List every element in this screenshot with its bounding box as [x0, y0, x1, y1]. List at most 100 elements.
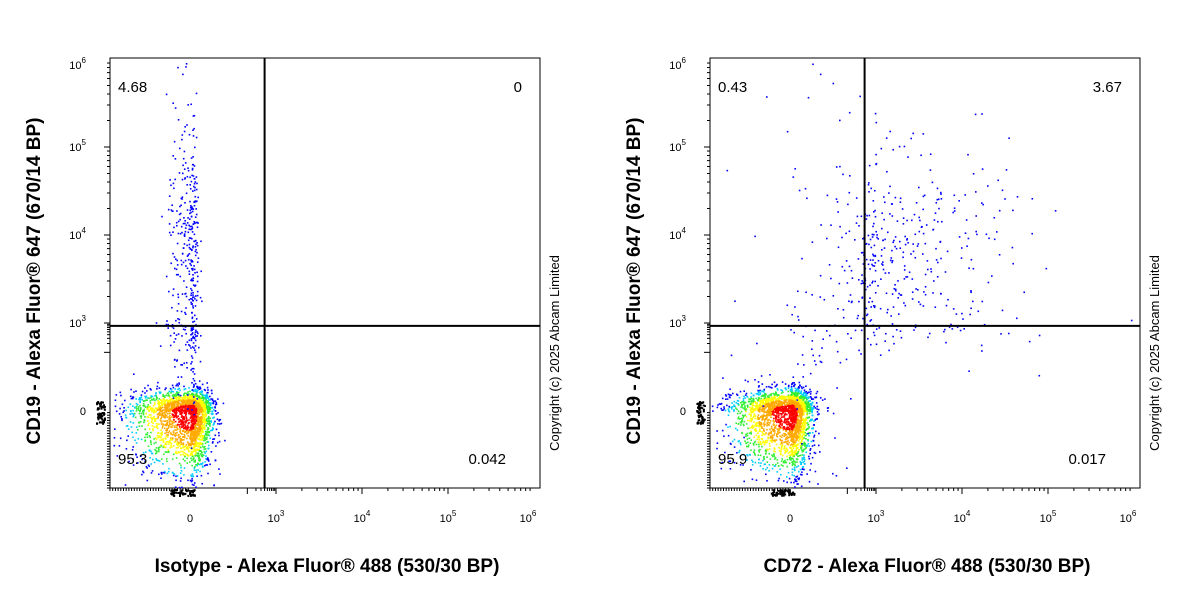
event-dot [800, 399, 803, 401]
event-dot [809, 449, 811, 451]
event-dot [179, 438, 182, 440]
event-dot [188, 224, 190, 227]
event-dot [780, 410, 782, 412]
event-dot [146, 436, 149, 438]
event-dot [151, 419, 154, 421]
event-dot [196, 251, 198, 254]
event-dot [141, 398, 143, 401]
event-dot [149, 400, 152, 402]
event-dot [774, 411, 777, 414]
event-dot [181, 414, 183, 417]
event-dot [189, 200, 191, 203]
event-dot [123, 407, 125, 409]
event-dot [161, 412, 164, 414]
event-dot [125, 409, 127, 412]
event-dot [198, 388, 201, 390]
event-dot [152, 398, 155, 401]
event-dot [818, 413, 820, 415]
event-dot [195, 393, 198, 395]
event-dot [727, 409, 730, 412]
event-dot [187, 426, 190, 428]
axis-event [173, 494, 175, 497]
event-dot [150, 409, 153, 411]
event-dot [800, 463, 802, 465]
event-dot [760, 423, 763, 426]
event-dot [202, 415, 205, 418]
event-dot [194, 345, 197, 347]
event-dot [795, 480, 798, 483]
event-dot [191, 210, 194, 213]
event-dot [200, 410, 202, 413]
event-dot [770, 439, 772, 441]
event-dot [747, 380, 749, 383]
event-dot [795, 476, 797, 478]
event-dot [145, 433, 147, 436]
event-dot [800, 422, 802, 425]
event-dot [134, 412, 136, 415]
event-dot [733, 400, 736, 403]
event-dot [190, 411, 193, 414]
event-dot [195, 389, 197, 391]
axis-event [187, 494, 190, 497]
event-dot [179, 218, 181, 221]
event-dot [174, 486, 177, 488]
event-dot [773, 440, 776, 442]
event-dot [175, 408, 178, 410]
event-dot [164, 411, 166, 413]
event-dot [210, 407, 213, 409]
event-dot [196, 405, 199, 407]
event-dot [214, 420, 216, 423]
event-dot [154, 448, 156, 451]
event-dot [786, 481, 788, 484]
event-dot [168, 400, 170, 402]
event-dot [762, 468, 764, 470]
event-dot [797, 418, 799, 420]
event-dot [168, 395, 171, 397]
event-dot [179, 275, 182, 278]
event-dot [742, 416, 744, 419]
event-dot [196, 402, 199, 404]
event-dot [178, 442, 180, 444]
event-dot [780, 460, 783, 462]
event-dot [204, 396, 207, 399]
event-dot [184, 410, 187, 412]
event-dot [778, 477, 780, 480]
event-dot [197, 429, 199, 432]
event-dot [195, 471, 198, 473]
event-dot [758, 443, 760, 446]
event-dot [801, 454, 804, 456]
event-dot [182, 429, 185, 432]
event-dot [193, 320, 196, 323]
event-dot [197, 275, 199, 278]
event-dot [194, 284, 197, 287]
event-dot [182, 416, 184, 418]
event-dot [185, 307, 187, 309]
event-dot [755, 434, 758, 437]
event-dot [768, 418, 770, 421]
event-dot [192, 342, 195, 344]
event-dot [174, 396, 176, 399]
event-dot [774, 385, 777, 388]
event-dot [798, 389, 800, 392]
event-dot [721, 461, 724, 464]
event-dot [178, 321, 180, 324]
event-dot [172, 403, 175, 406]
event-dot [158, 460, 161, 462]
event-dot [189, 206, 192, 209]
event-dot [170, 438, 172, 441]
event-dot [174, 366, 176, 368]
event-dot [186, 446, 189, 448]
event-dot [757, 381, 760, 383]
event-dot [207, 405, 210, 407]
event-dot [184, 329, 186, 331]
event-dot [814, 452, 817, 455]
event-dot [765, 439, 767, 442]
event-dot [192, 245, 194, 247]
event-dot [149, 408, 152, 410]
event-dot [730, 443, 732, 445]
event-dot [198, 463, 201, 466]
event-dot [769, 428, 771, 431]
event-dot [191, 327, 194, 330]
event-dot [802, 396, 804, 399]
event-dot [742, 423, 745, 426]
